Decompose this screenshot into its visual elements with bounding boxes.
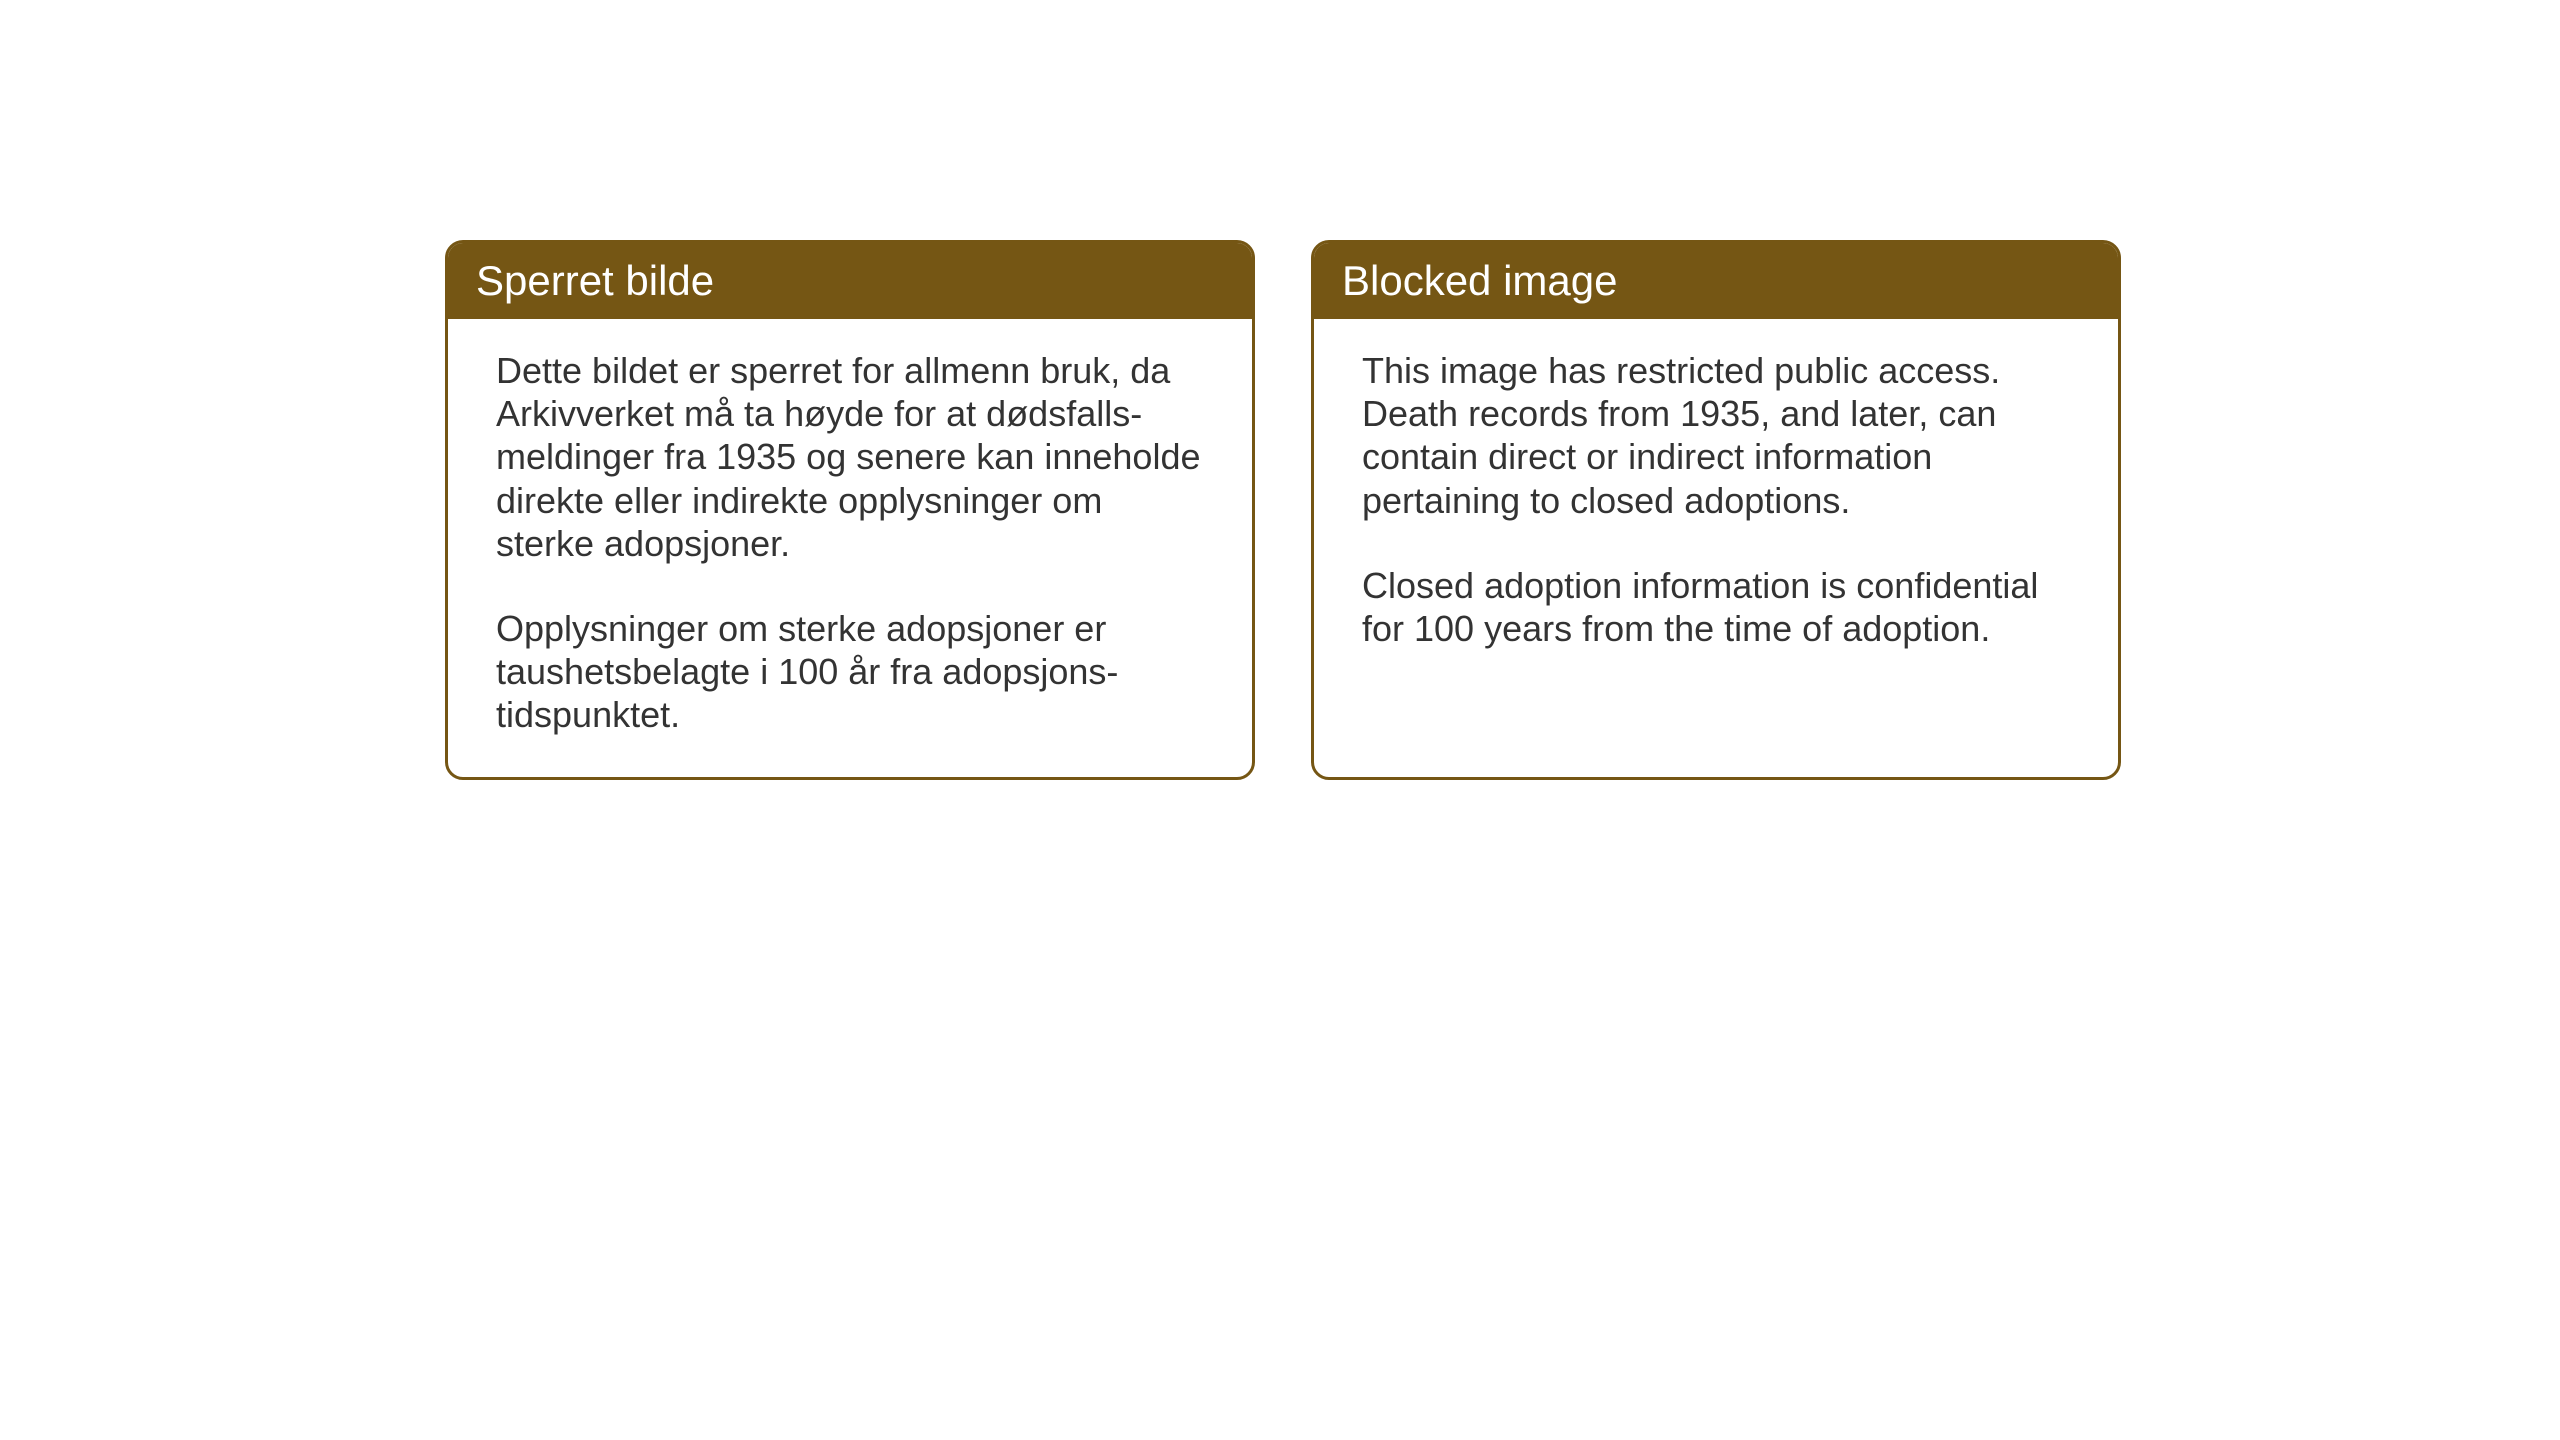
card-norwegian: Sperret bilde Dette bildet er sperret fo… — [445, 240, 1255, 780]
card-header-english: Blocked image — [1314, 243, 2118, 319]
card-paragraph-2-english: Closed adoption information is confident… — [1362, 564, 2070, 650]
card-paragraph-1-norwegian: Dette bildet er sperret for allmenn bruk… — [496, 349, 1204, 565]
card-body-norwegian: Dette bildet er sperret for allmenn bruk… — [448, 319, 1252, 777]
card-header-norwegian: Sperret bilde — [448, 243, 1252, 319]
card-title-norwegian: Sperret bilde — [476, 257, 714, 304]
card-paragraph-2-norwegian: Opplysninger om sterke adopsjoner er tau… — [496, 607, 1204, 737]
card-paragraph-1-english: This image has restricted public access.… — [1362, 349, 2070, 522]
card-english: Blocked image This image has restricted … — [1311, 240, 2121, 780]
cards-container: Sperret bilde Dette bildet er sperret fo… — [445, 240, 2121, 780]
card-title-english: Blocked image — [1342, 257, 1617, 304]
card-body-english: This image has restricted public access.… — [1314, 319, 2118, 739]
